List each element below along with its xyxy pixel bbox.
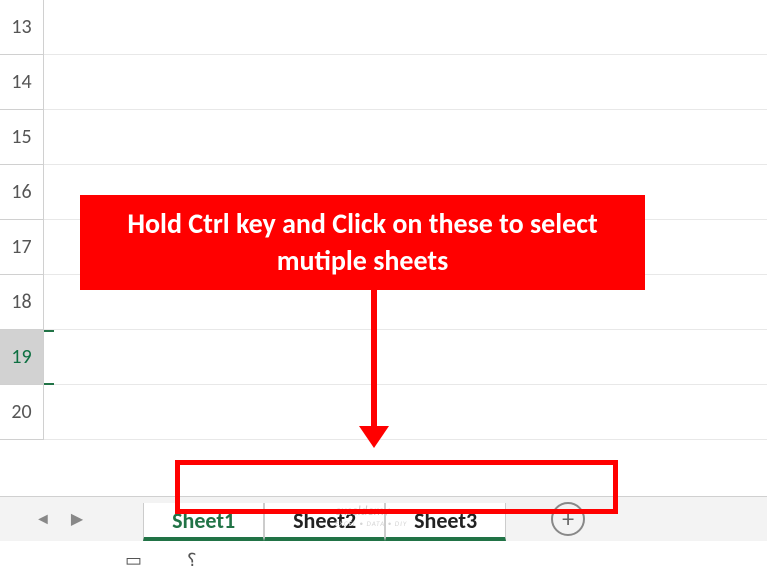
row-number: 19 xyxy=(11,345,31,369)
sheet-tab-list: Sheet1 Sheet2 Sheet3 xyxy=(143,497,506,541)
grid-row[interactable] xyxy=(44,0,767,55)
sheet-tab-sheet3[interactable]: Sheet3 xyxy=(385,503,506,541)
grid-row[interactable] xyxy=(44,330,767,385)
sheet-tab-label: Sheet2 xyxy=(293,507,356,534)
row-number: 17 xyxy=(11,235,31,259)
row-number: 18 xyxy=(11,290,31,314)
selected-cell-indicator xyxy=(44,330,54,385)
grid-row[interactable] xyxy=(44,55,767,110)
plus-icon: + xyxy=(562,505,574,534)
next-sheet-button[interactable]: ▶ xyxy=(71,509,83,529)
row-header[interactable]: 16 xyxy=(0,165,44,220)
sheet-tab-sheet2[interactable]: Sheet2 xyxy=(264,503,385,541)
callout-arrow xyxy=(371,290,377,430)
row-header-selected[interactable]: 19 xyxy=(0,330,44,385)
row-header[interactable]: 20 xyxy=(0,385,44,440)
row-number: 13 xyxy=(11,15,31,39)
callout-text: Hold Ctrl key and Click on these to sele… xyxy=(90,206,635,279)
sheet-tab-label: Sheet3 xyxy=(414,507,477,534)
grid-row[interactable] xyxy=(44,385,767,440)
status-bar-icons: ▭ ⸮ xyxy=(125,549,197,571)
sheet-nav-buttons: ◄ ▶ xyxy=(0,509,118,529)
row-header[interactable]: 14 xyxy=(0,55,44,110)
status-bar-area: ▭ ⸮ xyxy=(0,541,767,576)
status-icon: ▭ xyxy=(125,549,142,571)
row-header[interactable]: 15 xyxy=(0,110,44,165)
status-icon: ⸮ xyxy=(187,549,197,571)
prev-sheet-button[interactable]: ◄ xyxy=(35,510,51,529)
row-number: 14 xyxy=(11,70,31,94)
row-header[interactable]: 17 xyxy=(0,220,44,275)
grid-row[interactable] xyxy=(44,110,767,165)
row-headers-column: 13 14 15 16 17 18 19 20 xyxy=(0,0,44,440)
row-number: 15 xyxy=(11,125,31,149)
sheet-tab-label: Sheet1 xyxy=(172,507,235,534)
instruction-callout: Hold Ctrl key and Click on these to sele… xyxy=(80,195,645,290)
row-number: 20 xyxy=(11,400,31,424)
row-number: 16 xyxy=(11,180,31,204)
sheet-tab-sheet1[interactable]: Sheet1 xyxy=(143,503,264,541)
row-header[interactable]: 18 xyxy=(0,275,44,330)
sheet-tab-bar: ◄ ▶ Sheet1 Sheet2 Sheet3 + xyxy=(0,496,767,541)
new-sheet-button[interactable]: + xyxy=(551,502,585,536)
row-header[interactable]: 13 xyxy=(0,0,44,55)
